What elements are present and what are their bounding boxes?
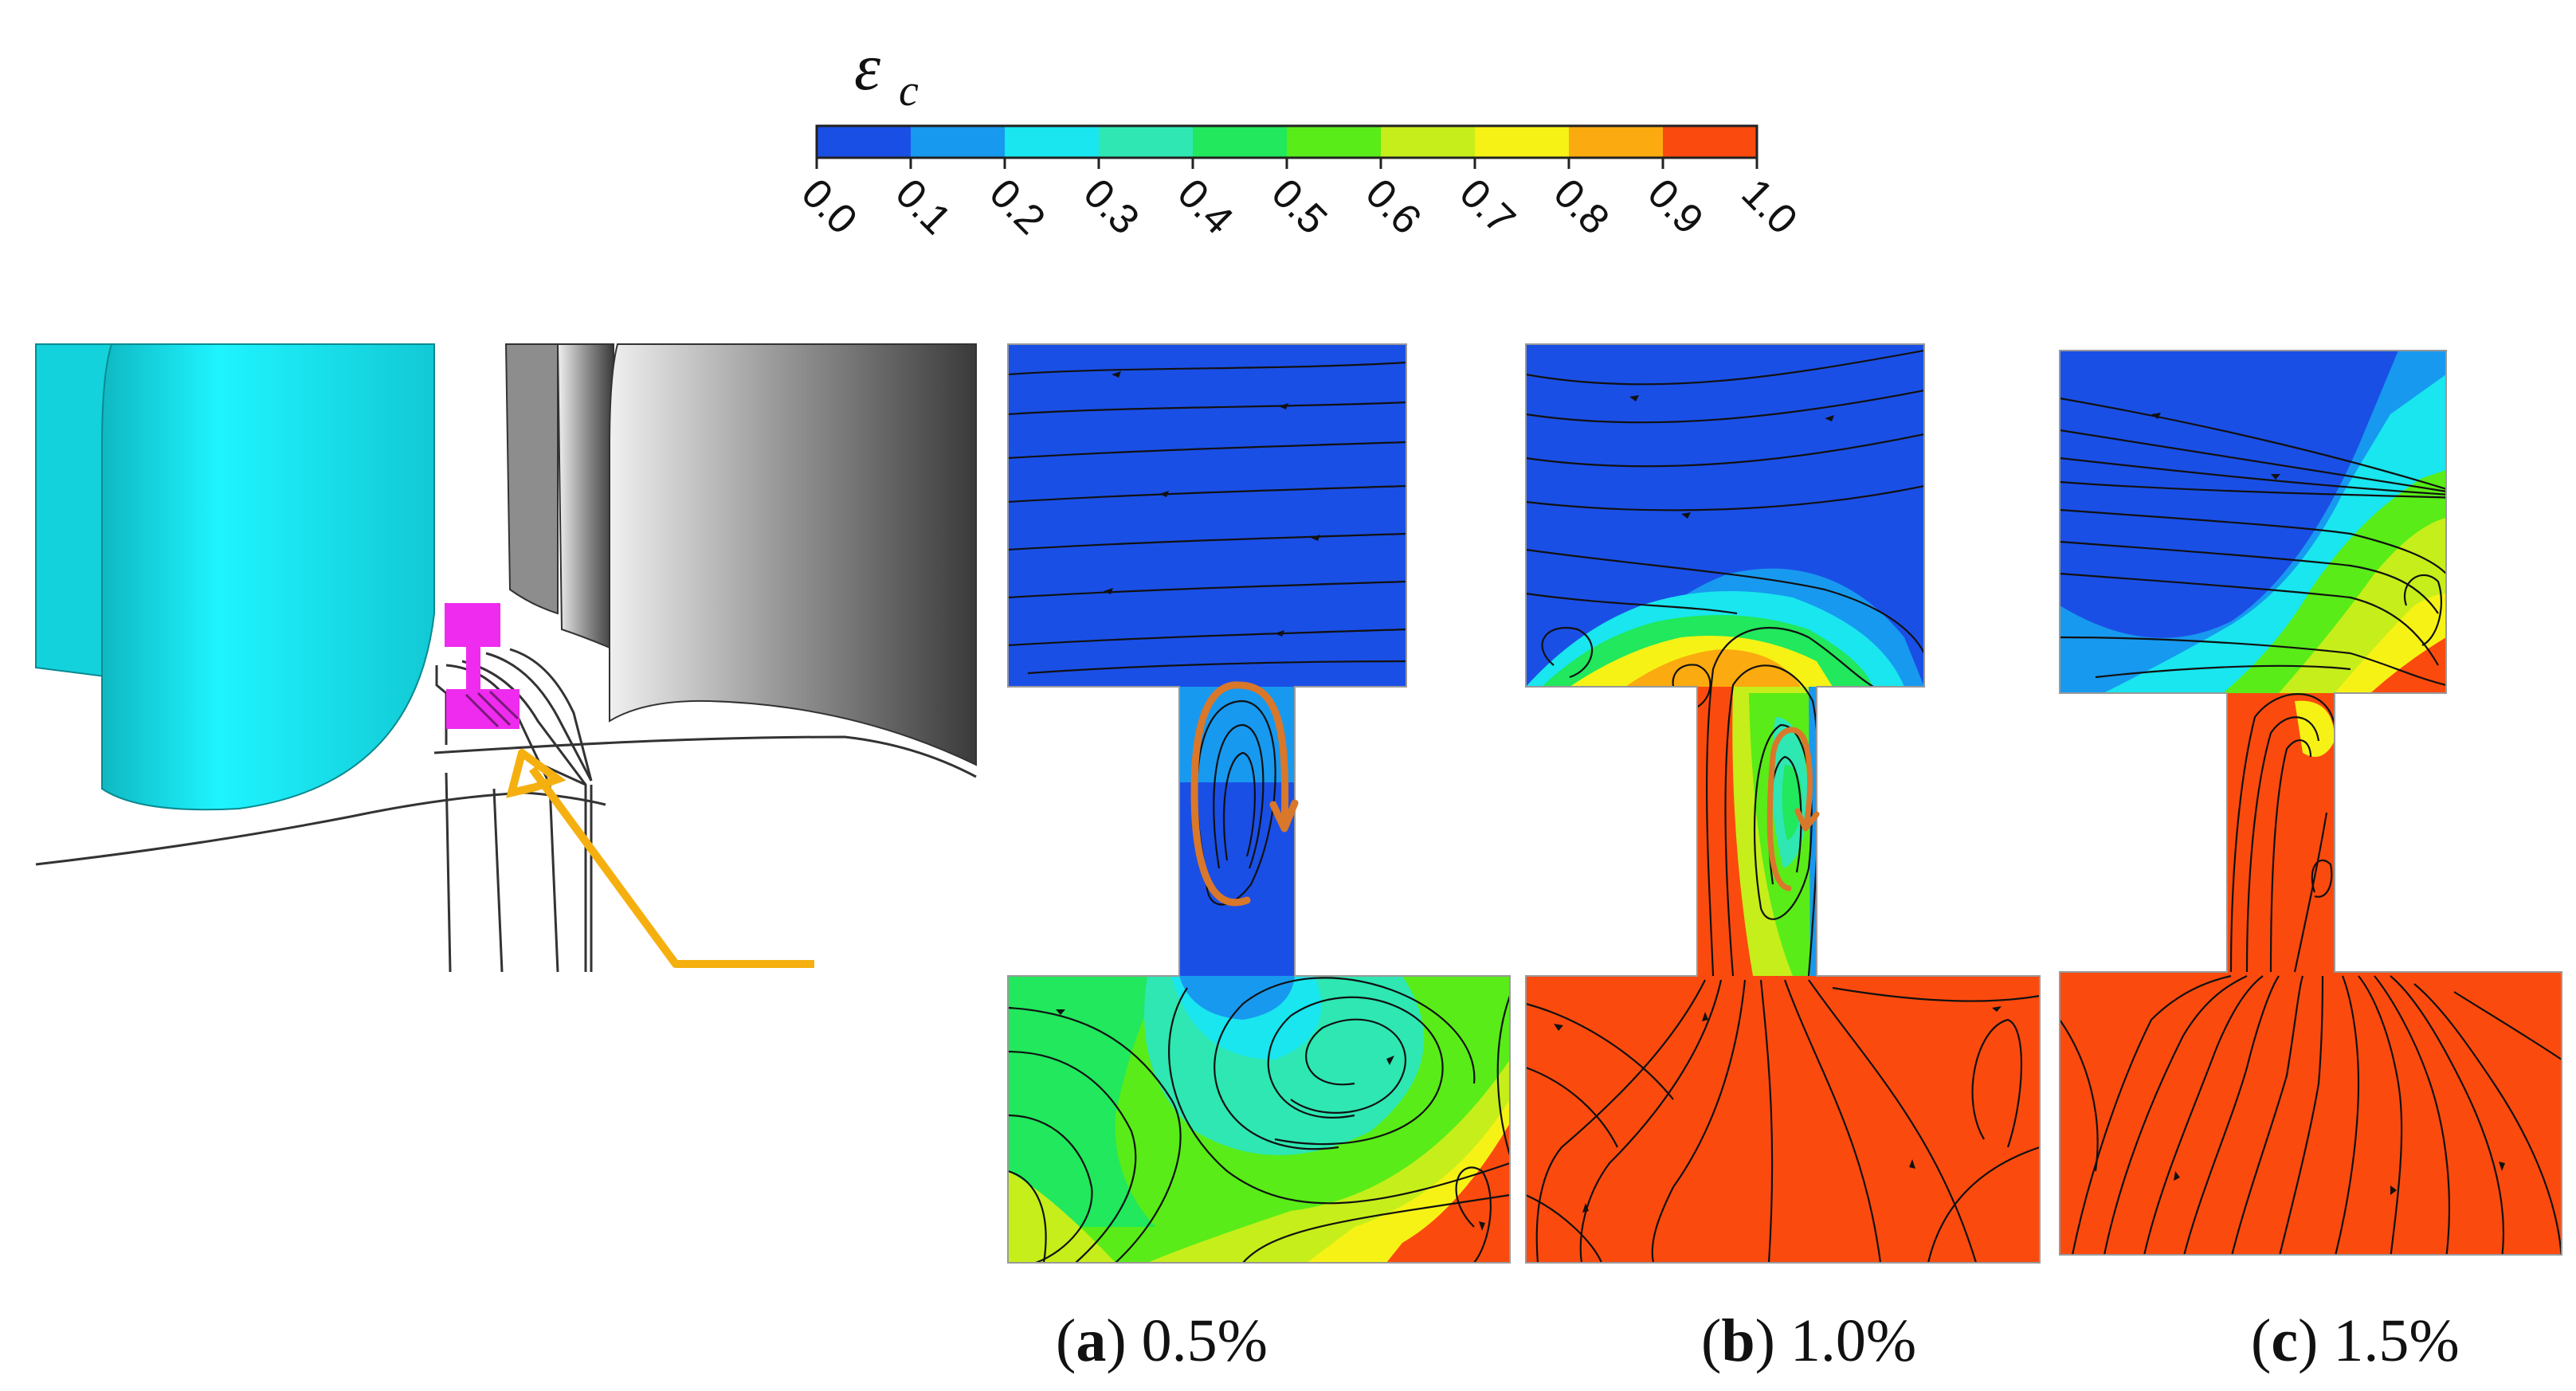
panel-b-outline — [1525, 343, 2041, 1264]
panel-c-outline — [2059, 350, 2562, 1256]
contour-panel-c — [2059, 350, 2562, 1256]
pointer-arrow — [528, 766, 814, 968]
cavity-wireframe — [435, 648, 593, 973]
caption-a-value: 0.5% — [1141, 1307, 1268, 1374]
colorbar-bin-7 — [1475, 126, 1570, 158]
colorbar-ticks: 0.0 0.1 0.2 0.3 0.4 0.5 0.6 0.7 0.8 0.9 1.0 — [793, 158, 1806, 244]
colorbar-tick-label-6: 0.6 — [1357, 170, 1430, 243]
panel-a-lower-teal — [1008, 976, 1163, 1227]
caption-panel-b: (b) 1.0% — [1701, 1307, 1916, 1376]
colorbar-bin-5 — [1287, 126, 1382, 158]
caption-c-close: ) — [2298, 1307, 2319, 1374]
colorbar-tick-label-1: 0.1 — [887, 170, 960, 243]
cyan-blade-back — [35, 343, 112, 679]
probe-hatch — [465, 690, 520, 728]
panel-a-flow-arrows — [1056, 371, 1485, 1231]
colorbar-tick-label-2: 0.2 — [981, 170, 1054, 243]
colorbar-tick-label-8: 0.8 — [1545, 170, 1618, 243]
caption-b-letter: b — [1721, 1307, 1755, 1374]
colorbar-tick-label-5: 0.5 — [1263, 170, 1336, 243]
caption-b-close: ) — [1755, 1307, 1775, 1374]
colorbar-bin-6 — [1381, 126, 1476, 158]
endwall-line-lower — [35, 791, 606, 866]
caption-panel-a: (a) 0.5% — [1056, 1307, 1268, 1376]
colorbar-symbol-subscript: c — [899, 66, 919, 116]
colorbar-tick-label-7: 0.7 — [1451, 170, 1524, 243]
panel-b-streamlines — [1526, 349, 2040, 1263]
panel-c-flow-arrows — [2151, 413, 2505, 1195]
panel-a-lower-blue — [1179, 976, 1295, 1020]
colorbar-bin-4 — [1193, 126, 1288, 158]
colorbar-bin-8 — [1569, 126, 1664, 158]
colorbar-bins — [817, 126, 1758, 158]
panel-a-vortex-marker — [1190, 681, 1299, 907]
endwall-line-upper — [433, 735, 977, 778]
caption-a-letter: a — [1076, 1307, 1107, 1374]
caption-b-value: 1.0% — [1790, 1307, 1917, 1374]
probe-stem — [466, 647, 480, 691]
caption-c-open: ( — [2251, 1307, 2272, 1374]
panel-c-streamlines — [2060, 397, 2562, 1255]
panel-b-flow-arrows — [1554, 395, 2002, 1213]
probe-upper — [445, 603, 500, 647]
caption-a-open: ( — [1056, 1307, 1076, 1374]
colorbar-bin-0 — [817, 126, 912, 158]
colorbar-tick-label-3: 0.3 — [1075, 170, 1148, 243]
colorbar-tick-label-10: 1.0 — [1733, 170, 1806, 243]
colorbar-symbol: ε — [854, 30, 881, 104]
colorbar-bin-3 — [1099, 126, 1194, 158]
caption-b-open: ( — [1701, 1307, 1722, 1374]
caption-c-value: 1.5% — [2333, 1307, 2460, 1374]
panel-a-lower-red — [1386, 1123, 1510, 1263]
colorbar-bin-2 — [1005, 126, 1100, 158]
colorbar-bin-1 — [911, 126, 1006, 158]
grey-blade-front — [609, 343, 977, 766]
panel-b-vortex-marker — [1766, 727, 1820, 891]
cyan-blade-front — [101, 343, 435, 811]
colorbar-tick-label-4: 0.4 — [1169, 170, 1242, 243]
colorbar-bin-9 — [1663, 126, 1758, 158]
grey-blade-back — [504, 343, 559, 615]
contour-panel-b — [1525, 343, 2041, 1264]
caption-c-letter: c — [2271, 1307, 2299, 1374]
pointer-arrow-head — [506, 749, 567, 798]
grey-blade-mid — [556, 343, 614, 651]
panel-b-slot-core — [1782, 765, 1802, 840]
caption-panel-c: (c) 1.5% — [2251, 1307, 2460, 1376]
colorbar-tick-label-9: 0.9 — [1639, 170, 1712, 243]
colorbar-tick-label-0: 0.0 — [793, 170, 866, 243]
panel-a-outline — [1007, 343, 1511, 1264]
geometry-view — [35, 343, 977, 973]
caption-a-close: ) — [1106, 1307, 1127, 1374]
panel-a-yellow-left — [1008, 1171, 1115, 1263]
contour-panel-a — [1007, 343, 1511, 1264]
colorbar: ε c 0.0 0.1 0.2 0.3 0.4 0.5 0.6 0.7 0.8 0.9 1.0 — [793, 30, 1806, 244]
